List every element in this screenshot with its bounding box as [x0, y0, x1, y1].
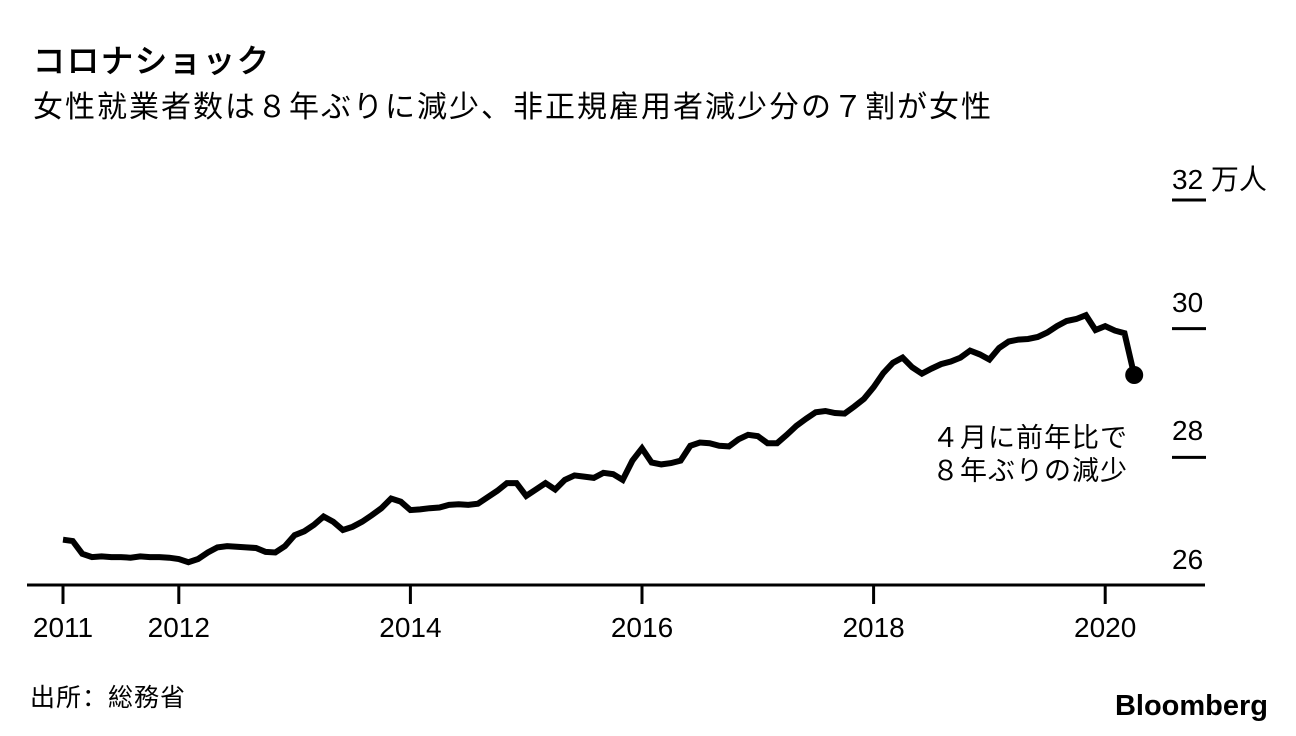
chart-subtitle: 女性就業者数は８年ぶりに減少、非正規雇用者減少分の７割が女性: [33, 91, 993, 124]
bloomberg-logo: Bloomberg: [1114, 690, 1268, 722]
x-axis-tick-label: 2018: [842, 612, 905, 643]
last-point-marker: [1125, 366, 1144, 384]
employment-line: [62, 311, 1138, 566]
y-axis-tick-label: 32 万人: [1172, 164, 1267, 196]
annotation-line-1: ４月に前年比で: [932, 423, 1128, 453]
x-axis-tick-label: 2020: [1074, 612, 1137, 643]
chart-title: コロナショック: [33, 43, 272, 79]
x-axis-tick-label: 2014: [379, 612, 442, 643]
x-axis-tick-label: 2016: [610, 612, 674, 643]
y-axis-tick-label: 26: [1172, 544, 1204, 575]
y-axis-tick-label: 28: [1172, 415, 1204, 447]
annotation-callout: ４月に前年比で ８年ぶりの減少: [932, 422, 1128, 488]
y-axis-tick-label: 30: [1172, 286, 1204, 318]
y-axis-tick-dashes: [1172, 198, 1206, 459]
x-axis-tick-label: 2011: [32, 612, 94, 643]
source-note: 出所：総務省: [30, 684, 187, 712]
annotation-line-2: ８年ぶりの減少: [932, 456, 1128, 486]
x-axis-tick-label: 2012: [147, 612, 210, 643]
x-axis-ticks: [61, 585, 1107, 604]
